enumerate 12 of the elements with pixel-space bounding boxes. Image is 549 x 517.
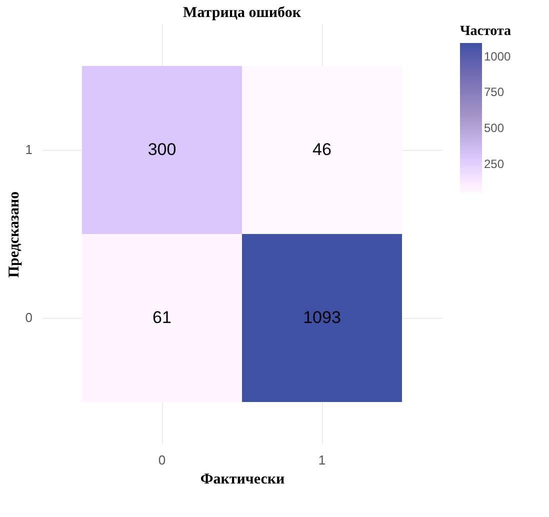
- data-label: 1093: [303, 308, 341, 327]
- color-bar-label: 500: [484, 120, 504, 135]
- data-label: 300: [148, 140, 176, 159]
- color-bar-label: 250: [484, 156, 504, 171]
- color-bar-label: 750: [484, 85, 504, 100]
- data-label: 61: [152, 308, 172, 327]
- chart-title: Матрица ошибок: [183, 5, 302, 21]
- data-label: 46: [312, 140, 332, 159]
- y-axis-title: Предсказано: [6, 191, 22, 278]
- legend-title: Частота: [460, 24, 512, 39]
- x-axis-title: Фактически: [200, 472, 285, 488]
- color-bar-label: 1000: [484, 49, 512, 64]
